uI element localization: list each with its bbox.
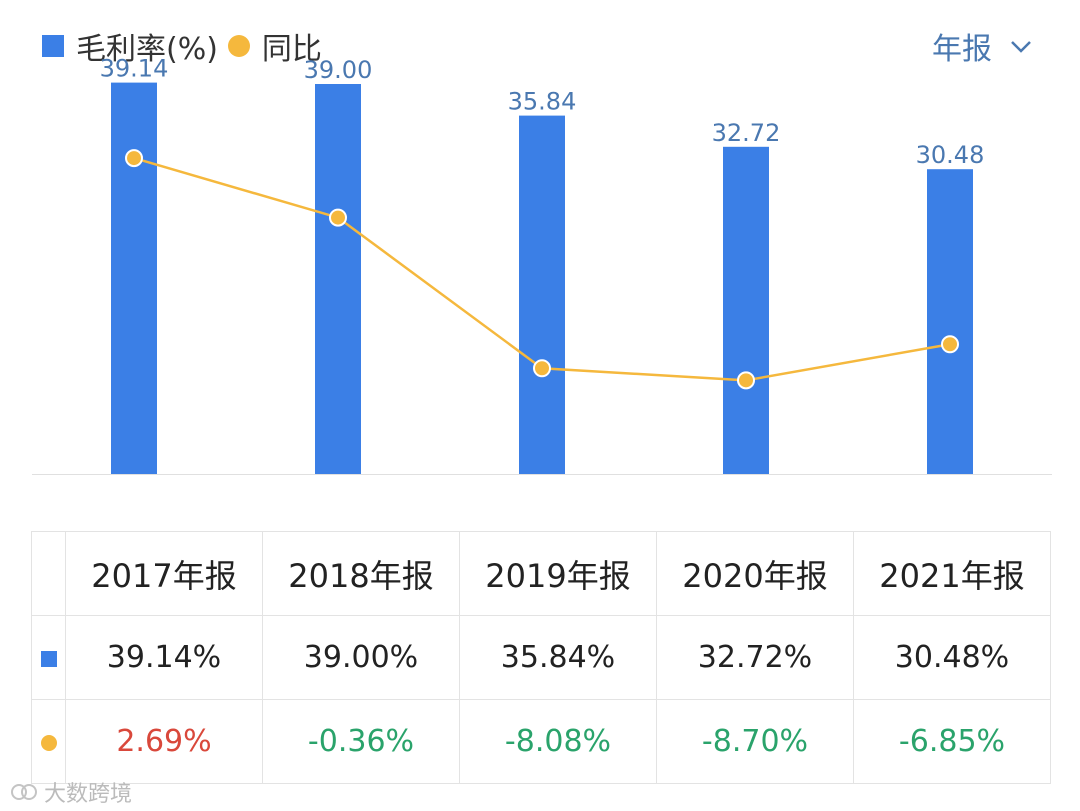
yoy-point-2019年报 bbox=[533, 359, 551, 378]
row-icon-cell bbox=[31, 699, 66, 784]
bar-value-label: 39.00 bbox=[304, 56, 373, 84]
bar-legend-icon bbox=[42, 35, 64, 57]
watermark: 大数跨境 bbox=[10, 776, 132, 808]
table-cell: -8.70% bbox=[656, 699, 854, 784]
table-row-gross-margin: 39.14% 39.00% 35.84% 32.72% 30.48% bbox=[31, 615, 1051, 700]
table-cell: 35.84% bbox=[459, 615, 657, 700]
chart-legend: 毛利率(%) 同比 bbox=[42, 24, 322, 68]
bar-2018年报 bbox=[315, 84, 361, 474]
yoy-point-2021年报 bbox=[941, 335, 959, 354]
table-header: 2019年报 bbox=[459, 531, 657, 616]
legend-label-gross-margin: 毛利率(%) bbox=[76, 32, 218, 67]
bar-value-label: 32.72 bbox=[712, 119, 781, 147]
data-table: 2017年报 2018年报 2019年报 2020年报 2021年报 39.14… bbox=[31, 531, 1051, 784]
bar-value-label: 39.14 bbox=[100, 55, 169, 83]
bar-2020年报 bbox=[723, 146, 769, 475]
period-selector[interactable]: 年报 bbox=[932, 24, 1034, 68]
row-icon-cell bbox=[31, 615, 66, 700]
table-cell: -8.08% bbox=[459, 699, 657, 784]
bar-value-label: 35.84 bbox=[508, 88, 577, 116]
table-row-yoy: 2.69% -0.36% -8.08% -8.70% -6.85% bbox=[31, 699, 1051, 784]
watermark-logo-icon bbox=[11, 784, 37, 800]
legend-label-yoy: 同比 bbox=[261, 32, 322, 67]
table-cell: 30.48% bbox=[853, 615, 1051, 700]
table-cell: -6.85% bbox=[853, 699, 1051, 784]
table-cell: 2.69% bbox=[65, 699, 263, 784]
table-cell: 39.00% bbox=[262, 615, 460, 700]
bar-line-chart: 39.14 39.00 35.84 32.72 30.48 bbox=[32, 55, 1052, 475]
bar-value-label: 30.48 bbox=[916, 141, 985, 169]
table-cell: -0.36% bbox=[262, 699, 460, 784]
yoy-point-2018年报 bbox=[329, 208, 347, 227]
table-header: 2021年报 bbox=[853, 531, 1051, 616]
table-header: 2018年报 bbox=[262, 531, 460, 616]
yoy-point-2020年报 bbox=[737, 371, 755, 390]
table-header: 2017年报 bbox=[65, 531, 263, 616]
table-cell: 32.72% bbox=[656, 615, 854, 700]
table-cell: 39.14% bbox=[65, 615, 263, 700]
chevron-down-icon bbox=[1011, 41, 1031, 53]
bar-2021年报 bbox=[927, 169, 973, 474]
dot-legend-icon bbox=[40, 735, 57, 751]
period-selector-label: 年报 bbox=[932, 32, 992, 67]
table-corner-cell bbox=[31, 531, 66, 616]
legend-item-gross-margin[interactable]: 毛利率(%) bbox=[42, 24, 218, 68]
table-header-row: 2017年报 2018年报 2019年报 2020年报 2021年报 bbox=[31, 531, 1051, 616]
table-header: 2020年报 bbox=[656, 531, 854, 616]
legend-item-yoy[interactable]: 同比 bbox=[227, 24, 322, 68]
bar-2017年报 bbox=[111, 82, 157, 474]
dot-legend-icon bbox=[227, 35, 250, 57]
bar-2019年报 bbox=[519, 115, 565, 474]
watermark-text: 大数跨境 bbox=[44, 782, 133, 807]
yoy-point-2017年报 bbox=[125, 149, 143, 168]
bar-legend-icon bbox=[40, 651, 57, 667]
